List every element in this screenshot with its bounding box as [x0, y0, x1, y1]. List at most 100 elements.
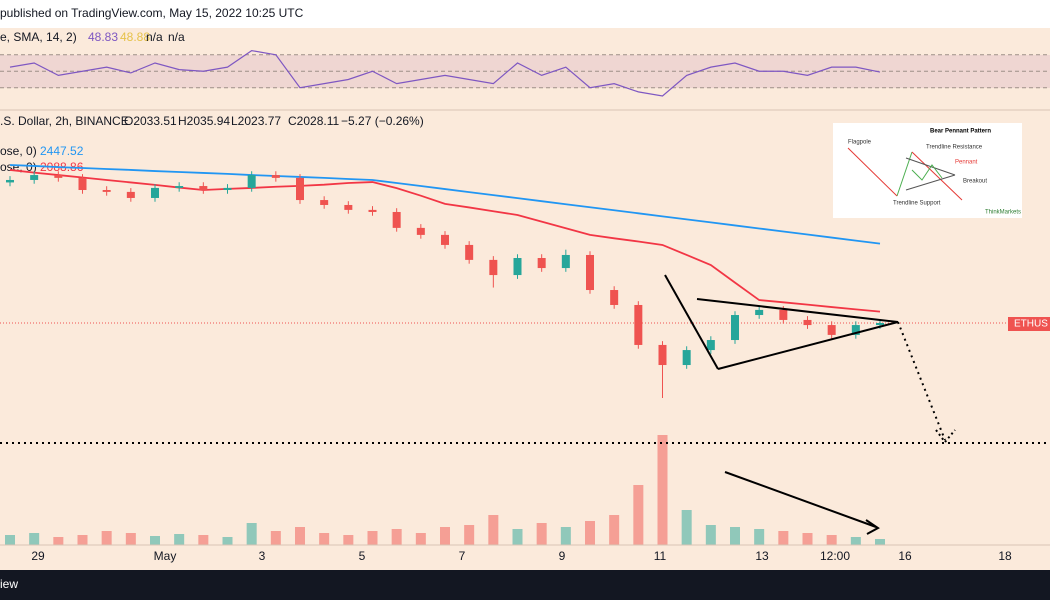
volume-bar: [270, 531, 281, 545]
price-tag: [1008, 317, 1050, 331]
x-tick-label: 29: [31, 549, 45, 563]
plot: [0, 49, 1050, 545]
inset-drawing: [847, 147, 963, 201]
header-bar: [0, 0, 1050, 28]
candle-body: [803, 319, 812, 326]
volume-bar: [198, 535, 209, 545]
inset-line: [905, 174, 956, 191]
x-tick-label: 5: [359, 549, 366, 563]
candle-body: [126, 191, 135, 198]
legend-label: ose, 0): [0, 160, 37, 174]
candle-body: [489, 259, 498, 276]
candle-body: [779, 309, 788, 320]
volume-bar: [512, 529, 523, 545]
inset-line: [911, 164, 943, 181]
candle-body: [30, 175, 39, 180]
candle-body: [755, 309, 764, 316]
support-line: [717, 321, 899, 370]
candle-body: [682, 350, 691, 366]
volume-bar: [609, 515, 620, 545]
volume-bar: [295, 527, 305, 545]
candle-body: [706, 340, 715, 351]
ohlc: H2035.94: [178, 114, 230, 128]
candle-body: [320, 200, 329, 205]
volume-bar: [778, 531, 789, 545]
volume-bar: [536, 523, 547, 545]
volume-trend-line: [724, 471, 877, 528]
x-tick-label: 18: [998, 549, 1012, 563]
candle-body: [561, 254, 570, 269]
candle-body: [151, 187, 159, 198]
volume-bar: [367, 531, 378, 545]
candle-body: [296, 177, 304, 201]
volume-bar: [488, 515, 499, 545]
pattern-lines: [0, 274, 1050, 535]
volume-bar: [585, 521, 595, 545]
volume-bar: [53, 537, 64, 545]
inset-label: Pennant: [955, 160, 978, 166]
footer-bar: [0, 570, 1050, 600]
rsi-sma-value: 48.88: [120, 30, 150, 44]
x-tick-label: 13: [755, 549, 769, 563]
candle-body: [175, 186, 184, 188]
volume-bar: [826, 535, 837, 545]
volume-bar: [681, 510, 692, 545]
volume-bar: [754, 529, 765, 545]
candle-body: [392, 211, 401, 228]
x-tick-label: May: [154, 549, 177, 563]
inset: [833, 123, 1022, 218]
candle-body: [731, 315, 739, 341]
volume-bar: [633, 485, 644, 545]
volume-arrow: [865, 519, 880, 535]
volume-bar: [657, 435, 668, 545]
candle-body: [271, 175, 280, 178]
candle-body: [876, 322, 884, 326]
inset-label: Trendline Resistance: [926, 145, 983, 151]
rsi-label: e, SMA, 14, 2): [0, 30, 77, 44]
volume-bar: [875, 539, 885, 545]
volume-bar: [464, 525, 475, 545]
rsi-na: n/a: [168, 30, 185, 44]
candle-body: [416, 227, 425, 235]
x-tick-label: 7: [459, 549, 466, 563]
footer-text: iew: [0, 577, 18, 591]
volume-bar: [730, 527, 740, 545]
inset-label: Trendline Support: [893, 201, 941, 207]
x-tick-label: 16: [898, 549, 912, 563]
rsi-value: 48.83: [88, 30, 118, 44]
volume-bar: [125, 533, 136, 545]
ma-line: [9, 164, 881, 245]
header-text: published on TradingView.com, May 15, 20…: [0, 6, 304, 20]
candle-body: [368, 209, 377, 212]
inset-line: [847, 147, 898, 197]
candle-body: [658, 344, 667, 366]
volume-bar: [174, 534, 185, 545]
candle-body: [586, 254, 594, 291]
candle-body: [344, 204, 353, 210]
resistance-line: [696, 298, 899, 323]
volume-bar: [29, 533, 40, 545]
chart-title: .S. Dollar, 2h, BINANCE: [0, 114, 129, 128]
candle-body: [610, 290, 619, 305]
candle-body: [465, 244, 474, 260]
ohlc-change: −5.27 (−0.26%): [341, 114, 424, 128]
volume-bar: [101, 531, 112, 545]
volume-bar: [850, 537, 861, 545]
volume-bar: [222, 537, 233, 545]
volume-bar: [802, 533, 813, 545]
candle-body: [537, 258, 546, 269]
legend-value: 2447.52: [40, 144, 84, 158]
volume-bar: [77, 535, 88, 545]
volume-bar: [150, 536, 160, 545]
volume-bar: [440, 527, 450, 545]
candle-body: [54, 175, 63, 178]
ohlc: C2028.11: [288, 114, 339, 128]
candle-body: [6, 179, 14, 183]
volume-bar: [415, 533, 426, 545]
volume-bar: [5, 535, 15, 545]
candle-body: [441, 234, 449, 245]
projection-arrow: [935, 429, 956, 444]
ohlc: O2033.51: [124, 114, 177, 128]
inset-label: Flagpole: [848, 140, 872, 146]
x-tick-label: 11: [654, 549, 667, 563]
